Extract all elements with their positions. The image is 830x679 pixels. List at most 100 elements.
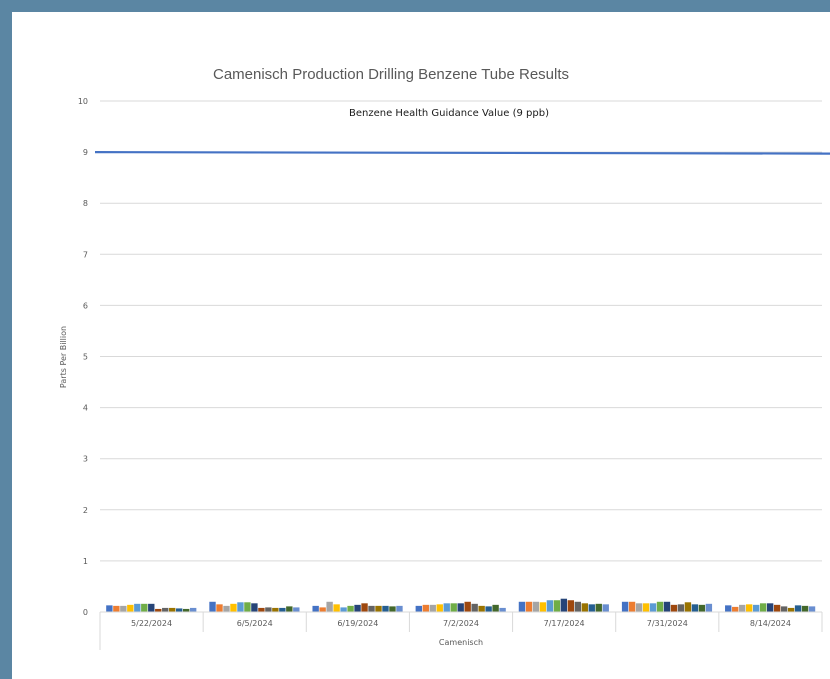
bar [443, 603, 450, 612]
bar [677, 604, 685, 612]
x-tick-label: 7/17/2024 [544, 619, 585, 628]
bar [485, 606, 492, 612]
x-tick-label: 6/5/2024 [237, 619, 273, 628]
y-tick-label: 10 [78, 97, 88, 106]
x-tick-label: 8/14/2024 [750, 619, 791, 628]
bar [293, 607, 300, 612]
bar [546, 600, 554, 612]
bar [532, 601, 540, 612]
bar [773, 604, 781, 612]
y-tick-label: 2 [83, 506, 88, 515]
bar [492, 604, 499, 612]
bar [663, 601, 671, 612]
bar [553, 600, 561, 612]
bar [354, 604, 361, 612]
y-tick-label: 9 [83, 148, 88, 157]
bar [230, 603, 237, 612]
bar [766, 603, 774, 612]
bar [450, 603, 457, 612]
bar [656, 601, 664, 612]
bar [319, 607, 326, 612]
bar [745, 604, 753, 612]
bar [272, 607, 279, 612]
bar [176, 608, 183, 612]
y-tick-label: 0 [83, 608, 88, 617]
bar [581, 603, 588, 612]
bar [649, 603, 657, 612]
bar [265, 607, 272, 612]
bar [628, 601, 636, 612]
bar [396, 605, 403, 612]
y-tick-label: 8 [83, 199, 88, 208]
bar [808, 606, 816, 612]
x-tick-label: 7/2/2024 [443, 619, 479, 628]
y-tick-label: 4 [83, 404, 88, 413]
bar [567, 600, 575, 612]
bar [602, 604, 609, 612]
bar [209, 601, 216, 612]
bar [148, 603, 155, 612]
y-tick-label: 1 [83, 557, 88, 566]
bar [155, 608, 162, 612]
bar [237, 602, 244, 612]
bar [106, 605, 113, 612]
bar [347, 605, 354, 612]
x-axis: 5/22/2024 6/5/2024 6/19/2024 7/2/2024 7/17/2… [99, 611, 823, 650]
bar [518, 601, 526, 612]
bar [635, 603, 643, 612]
bar [705, 603, 713, 612]
x-tick-label: 7/31/2024 [647, 619, 688, 628]
bar [389, 606, 396, 612]
bar [382, 605, 389, 612]
bar [574, 601, 581, 612]
bar [670, 604, 678, 612]
bar [182, 608, 190, 612]
bar [127, 604, 134, 612]
bar [801, 605, 809, 612]
bar [333, 604, 340, 612]
bar [464, 601, 471, 612]
bar [698, 604, 706, 612]
chart-title: Camenisch Production Drilling Benzene Tu… [213, 66, 570, 83]
bar [134, 603, 141, 612]
bar [436, 604, 443, 612]
bar [691, 604, 699, 612]
bar [312, 605, 319, 612]
bar [725, 605, 732, 612]
x-tick-label: 6/19/2024 [337, 619, 378, 628]
bar [642, 603, 650, 612]
bar [499, 607, 506, 612]
bar [375, 605, 382, 612]
bar [415, 605, 422, 612]
bar [113, 605, 120, 612]
bar [595, 603, 602, 612]
bar [794, 605, 802, 612]
bar [588, 604, 595, 612]
bar [422, 604, 429, 612]
bar [780, 606, 788, 612]
x-tick-label: 5/22/2024 [131, 619, 172, 628]
y-tick-label: 3 [83, 455, 88, 464]
bar [368, 605, 375, 612]
bar [457, 603, 464, 612]
bar [560, 598, 568, 612]
y-tick-label: 6 [83, 301, 88, 310]
y-tick-label: 7 [83, 250, 88, 259]
bar [141, 603, 148, 612]
bar [759, 603, 767, 612]
bar [189, 607, 197, 612]
bar [216, 604, 223, 612]
bar [279, 607, 286, 612]
bar [244, 602, 251, 612]
bar [340, 607, 347, 612]
bar [752, 604, 760, 612]
bar [326, 601, 333, 612]
bar [525, 601, 533, 612]
bar [739, 604, 746, 612]
bar [429, 604, 436, 612]
bar [258, 607, 265, 612]
bar [684, 602, 692, 612]
bar [169, 607, 176, 612]
bar [732, 606, 739, 612]
